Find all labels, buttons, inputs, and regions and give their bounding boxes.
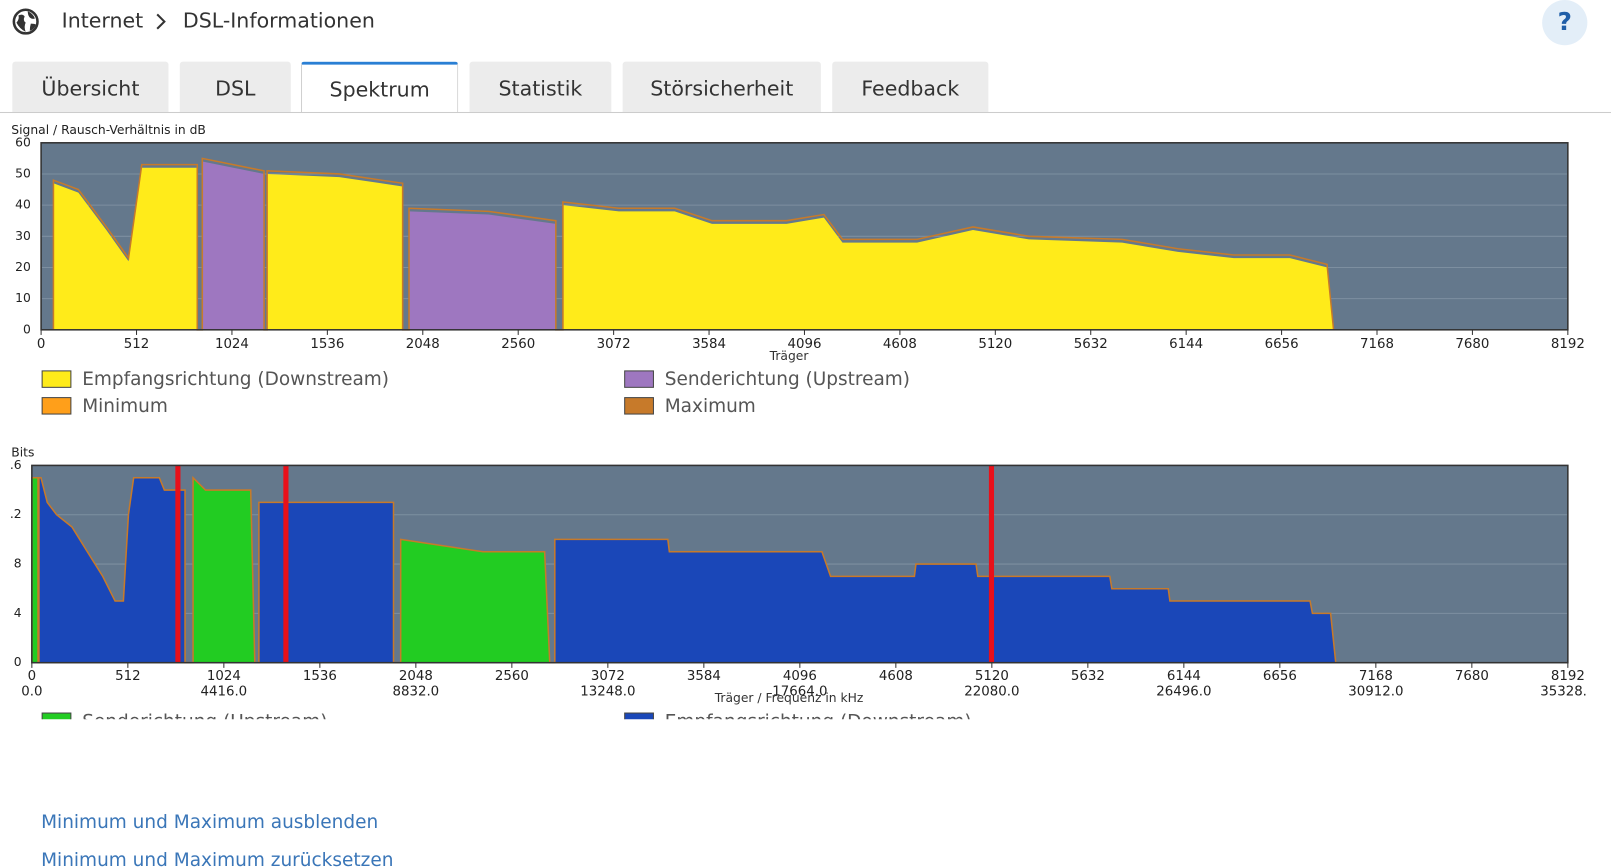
legend-swatch [624, 370, 654, 388]
x2-tick-label: 0.0 [21, 684, 42, 699]
breadcrumb-item[interactable]: Internet [61, 8, 144, 33]
series-line [31, 475, 1337, 664]
tab[interactable]: DSL [179, 61, 291, 112]
y-tick-label: 8 [14, 557, 22, 571]
x-tick-label: 3072 [591, 669, 625, 684]
x-tick-label: 6656 [1263, 669, 1297, 684]
tab[interactable]: Übersicht [12, 61, 169, 112]
x2-tick-label: 17664.0 [772, 684, 827, 699]
x-tick-label: 4096 [783, 669, 817, 684]
x-tick-label: 3584 [692, 337, 726, 352]
x-tick-label: 7680 [1455, 669, 1489, 684]
series-area [38, 477, 1336, 663]
x-tick-label: 3584 [687, 669, 721, 684]
series-area [202, 161, 556, 330]
series-area [53, 167, 1334, 330]
plot-border [31, 464, 1569, 664]
x-tick-label: 5120 [978, 337, 1012, 352]
series-area [31, 477, 550, 663]
legend-label: Senderichtung (Upstream) [665, 369, 910, 390]
breadcrumb-item: DSL-Informationen [182, 8, 375, 33]
y-tick-label: 10 [15, 291, 31, 305]
legend-label: Senderichtung (Upstream) [82, 711, 327, 719]
x2-tick-label: 26496.0 [1156, 684, 1211, 699]
link[interactable]: Minimum und Maximum ausblenden [41, 811, 379, 834]
series-line [52, 157, 1335, 331]
x-tick-label: 5632 [1074, 337, 1108, 352]
x-tick-label: 8192 [1551, 669, 1585, 684]
globe-icon [12, 8, 39, 35]
tab[interactable]: Feedback [832, 61, 989, 112]
y-tick-label: 0 [14, 655, 22, 669]
help-button[interactable]: ? [1542, 0, 1588, 46]
x-tick-label: 1024 [207, 669, 241, 684]
x-tick-label: 5632 [1071, 669, 1105, 684]
x2-tick-label: 8832.0 [392, 684, 439, 699]
x-tick-label: 512 [115, 669, 140, 684]
y-tick-label: 50 [15, 166, 31, 180]
x-tick-label: 2048 [399, 669, 433, 684]
x-axis-label: Träger [769, 349, 810, 363]
x-tick-label: 6656 [1265, 337, 1299, 352]
legend-swatch [41, 370, 72, 388]
x-tick-label: 4096 [787, 337, 821, 352]
x-axis-label: Träger / Frequenz in kHz [714, 691, 864, 705]
x-tick-label: 4608 [883, 337, 917, 352]
legend-swatch [624, 397, 654, 415]
x-tick-label: 2560 [495, 669, 529, 684]
plot-border [40, 142, 1569, 331]
x2-tick-label: 30912.0 [1348, 684, 1403, 699]
link[interactable]: Minimum und Maximum zurücksetzen [41, 849, 394, 868]
x2-tick-label: 35328.0 [1540, 684, 1587, 699]
x2-tick-label: 4416.0 [200, 684, 247, 699]
legend-swatch [41, 397, 72, 415]
x-tick-label: 7168 [1359, 669, 1393, 684]
x-tick-label: 5120 [975, 669, 1009, 684]
x-tick-label: 2048 [406, 337, 440, 352]
legend-label: Empfangsrichtung (Downstream) [82, 369, 389, 390]
y-tick-label: 60 [15, 135, 31, 149]
tab[interactable]: Spektrum [301, 61, 459, 114]
y-tick-label: .6 [10, 458, 22, 472]
x-tick-label: 7168 [1360, 337, 1394, 352]
charts: Signal / Rausch-Verhältnis in dB Träger 0 1… [10, 123, 1587, 720]
y-tick-label: .2 [10, 507, 22, 521]
x-tick-label: 1024 [215, 337, 249, 352]
x-tick-label: 6144 [1167, 669, 1201, 684]
legend-swatch [41, 712, 72, 720]
legend-label: Minimum [82, 396, 168, 417]
y-tick-label: 40 [15, 198, 31, 212]
x2-tick-label: 13248.0 [580, 684, 635, 699]
x-tick-label: 6144 [1169, 337, 1203, 352]
x-tick-label: 0 [37, 337, 46, 352]
y-axis-label: Bits [11, 446, 34, 460]
x-tick-label: 2560 [501, 337, 535, 352]
tab[interactable]: Statistik [469, 61, 612, 112]
legend-label: Maximum [665, 396, 756, 417]
x-tick-label: 4608 [879, 669, 913, 684]
x-tick-label: 512 [124, 337, 149, 352]
x-tick-label: 1536 [303, 669, 337, 684]
tab-rule [0, 111, 1611, 114]
x-tick-label: 3072 [597, 337, 631, 352]
y-axis-label: Signal / Rausch-Verhältnis in dB [11, 123, 206, 137]
x-tick-label: 7680 [1455, 337, 1489, 352]
x2-tick-label: 22080.0 [964, 684, 1019, 699]
y-tick-label: 0 [23, 322, 31, 336]
legend-swatch [624, 712, 654, 720]
y-tick-label: 30 [15, 229, 31, 243]
legend-label: Empfangsrichtung (Downstream) [665, 711, 972, 719]
y-tick-label: 4 [14, 606, 22, 620]
breadcrumb-chevron [156, 13, 166, 30]
x-tick-label: 0 [28, 669, 37, 684]
x-tick-label: 8192 [1551, 337, 1585, 352]
y-tick-label: 20 [15, 260, 31, 274]
tab[interactable]: Störsicherheit [622, 61, 821, 112]
x-tick-label: 1536 [310, 337, 344, 352]
